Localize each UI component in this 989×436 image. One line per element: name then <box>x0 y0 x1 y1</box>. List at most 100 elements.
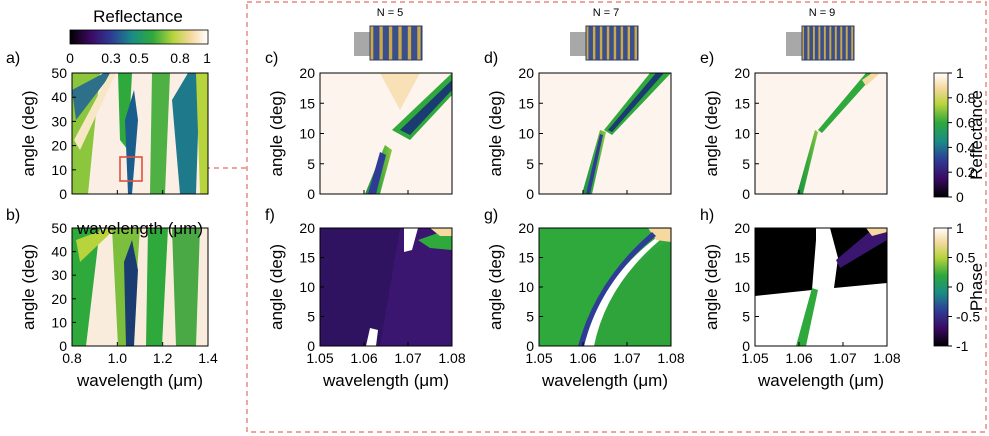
y-tick-label: 30 <box>51 267 67 283</box>
x-tick-label: 1.08 <box>657 350 684 366</box>
plot-frame-b <box>71 227 209 347</box>
structure-label: N = 5 <box>377 7 404 19</box>
y-tick-label: 0 <box>307 338 315 354</box>
panel-e: e) <box>700 50 888 195</box>
colorbar-right-phase-tick-label: 0 <box>956 279 964 295</box>
x-tick-label: 1.07 <box>829 350 856 366</box>
y-tick-label: 50 <box>51 65 67 81</box>
panel-g: g) <box>484 207 672 347</box>
x-axis-label: wavelength (μm) <box>541 371 668 390</box>
heatmap-d-band <box>608 73 664 132</box>
colorbar-right-reflectance <box>933 72 949 198</box>
y-tick-label: 0 <box>59 338 67 354</box>
colorbar-right-phase-label: Phase <box>967 263 986 311</box>
colorbar-right-reflectance-ticks: 1 0.8 0.6 0.4 0.2 0 <box>948 65 976 205</box>
colorbar-right-phase-tick-label: 1 <box>956 220 964 236</box>
structure-layer <box>845 26 848 60</box>
y-tick-label: 0 <box>742 338 750 354</box>
y-tick-label: 30 <box>51 113 67 129</box>
colorbar-top-tick: 0 <box>66 50 74 66</box>
structure-layer <box>370 26 374 60</box>
heatmap-e-band <box>797 130 818 194</box>
y-tick-label: 20 <box>299 65 315 81</box>
y-tick-label: 5 <box>526 309 534 325</box>
heatmap-c-band <box>392 73 452 140</box>
structure-stack <box>370 26 422 60</box>
heatmap-e-band <box>818 73 876 133</box>
y-tick-label: 10 <box>299 126 315 142</box>
structure-layer <box>407 26 412 60</box>
heatmap-f-region <box>404 228 418 252</box>
heatmap-h-region <box>796 288 818 346</box>
heatmap-h-region <box>836 228 887 268</box>
x-axis-label: wavelength (μm) <box>76 219 203 238</box>
y-tick-label: 0 <box>526 338 534 354</box>
panel-label-g: g) <box>484 207 498 224</box>
colorbar-right-reflectance-tick-label: 1 <box>956 65 964 81</box>
y-axis-label: angle (deg) <box>267 244 286 330</box>
y-tick-label: 5 <box>526 156 534 172</box>
panel-label-f: f) <box>265 207 275 224</box>
x-tick-label: 1.4 <box>198 350 218 366</box>
x-axis-label: wavelength (μm) <box>322 371 449 390</box>
structure-layer <box>823 26 826 60</box>
y-tick-label: 5 <box>742 156 750 172</box>
y-axis-label: angle (deg) <box>19 244 38 330</box>
structure-layer <box>379 26 383 60</box>
colorbar-right-reflectance-tick-label: 0.8 <box>956 90 976 106</box>
panel-label-h: h) <box>700 207 714 224</box>
y-tick-label: 20 <box>51 138 67 154</box>
y-tick-label: 20 <box>51 291 67 307</box>
y-tick-label: 5 <box>742 309 750 325</box>
structure-layer <box>586 26 589 60</box>
colorbar-right-phase-tick-label: -0.5 <box>956 309 980 325</box>
heatmap-a-band <box>74 73 116 150</box>
colorbar-top-tick: 1 <box>203 50 211 66</box>
structure-label: N = 9 <box>809 7 836 19</box>
panel-b: b) <box>6 207 209 347</box>
x-tick-label: 1.06 <box>350 350 377 366</box>
structure-layer <box>398 26 402 60</box>
colorbar-right-reflectance-tick-label: 0 <box>956 189 964 205</box>
structure-substrate <box>786 32 802 56</box>
panel-label-b: b) <box>6 207 20 224</box>
structure-layer <box>840 26 843 60</box>
structure-stack <box>802 26 854 60</box>
structure-substrate <box>354 32 370 56</box>
structure-outline <box>585 25 639 61</box>
x-tick-label: 1.05 <box>306 350 333 366</box>
y-tick-label: 20 <box>734 65 750 81</box>
heatmap-g-region <box>584 240 671 346</box>
heatmap-f-region <box>320 228 400 346</box>
x-axis-label: wavelength (μm) <box>757 371 884 390</box>
x-axis-label: wavelength (μm) <box>76 371 203 390</box>
structure-layer <box>829 26 832 60</box>
heatmap-g-region <box>584 238 660 346</box>
y-tick-label: 20 <box>518 65 534 81</box>
colorbar-top-title: Reflectance <box>93 7 183 26</box>
colorbar-top-tick: 0.5 <box>129 50 149 66</box>
heatmap-b-band <box>172 228 200 346</box>
colorbar-right-reflectance-tick-label: 0.4 <box>956 139 976 155</box>
colorbar-top-ticks: 0 0.3 0.5 0.8 1 <box>66 50 211 66</box>
y-tick-label: 10 <box>51 162 67 178</box>
structure-layer <box>606 26 610 60</box>
colorbar-right-reflectance-label: Reflectance <box>967 90 986 180</box>
structure-outline <box>801 25 855 61</box>
y-tick-label: 40 <box>51 244 67 260</box>
x-tick-label: 1.05 <box>741 350 768 366</box>
heatmap-c-bg <box>320 73 452 194</box>
y-tick-label: 0 <box>307 186 315 202</box>
y-tick-label: 20 <box>299 220 315 236</box>
structure-layer <box>599 26 603 60</box>
heatmap-h-region <box>866 228 887 236</box>
heatmap-f-region <box>366 328 378 346</box>
plot-frame-a <box>71 72 209 195</box>
heatmap-a-band <box>172 73 200 194</box>
structure-outline <box>369 25 423 61</box>
heatmap-h-region <box>755 228 816 296</box>
y-tick-label: 40 <box>51 89 67 105</box>
structure-layer <box>851 26 854 60</box>
colorbar-top-tick: 0.3 <box>101 50 121 66</box>
structure-layer <box>634 26 637 60</box>
